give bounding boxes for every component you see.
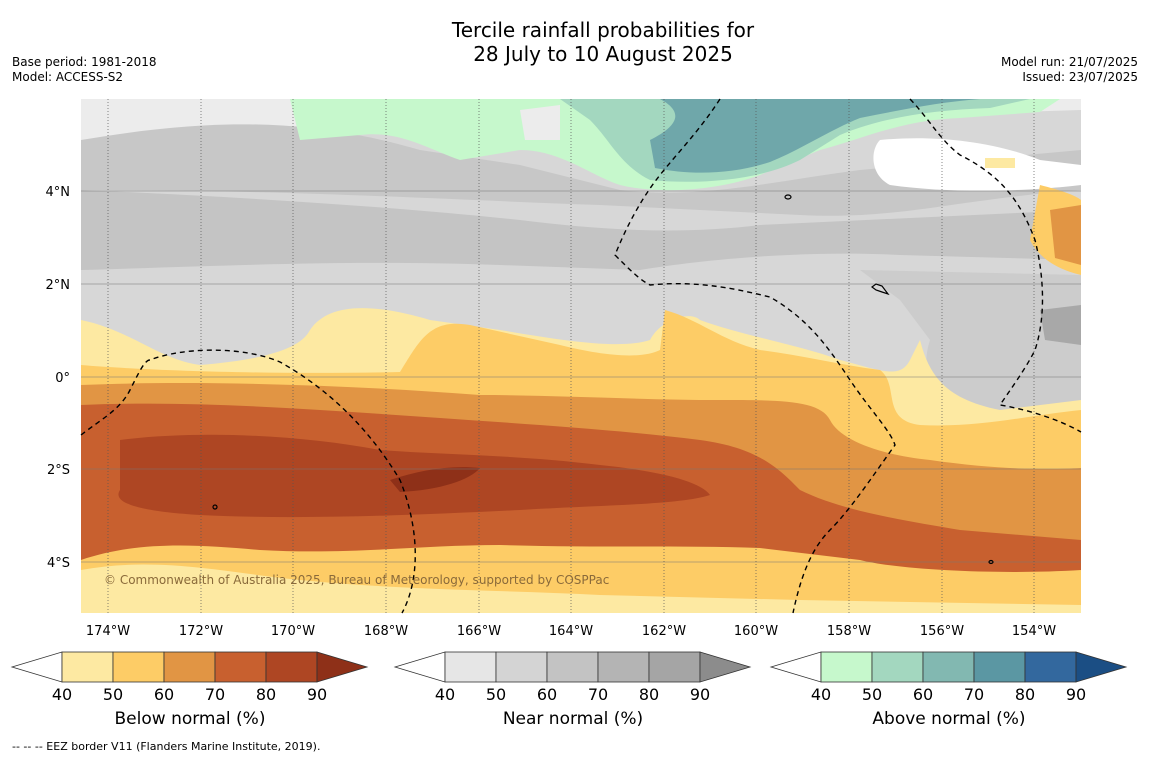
colorbar-segment xyxy=(648,651,701,683)
colorbar-high-extend xyxy=(316,651,369,683)
title-line-1: Tercile rainfall probabilities for xyxy=(451,18,755,42)
map-title: Tercile rainfall probabilities for 28 Ju… xyxy=(0,18,1150,66)
colorbar-segment xyxy=(265,651,318,683)
eez-border-east xyxy=(909,98,1082,433)
colorbar-tick: 40 xyxy=(52,685,72,704)
legends: 40 50 60 70 80 90 40 50 60 70 80 90 40 50 60 70 80 90 xyxy=(10,651,1128,704)
colorbar-tick: 80 xyxy=(256,685,276,704)
colorbar-tick: 60 xyxy=(913,685,933,704)
colorbar-tick: 40 xyxy=(811,685,831,704)
colorbar-tick: 70 xyxy=(588,685,608,704)
legend-label-below: Below normal (%) xyxy=(114,709,266,729)
near-normal-60-band xyxy=(81,124,1081,216)
colorbar-segment xyxy=(61,651,114,683)
colorbar-segment xyxy=(495,651,548,683)
above-normal-70 xyxy=(650,99,980,173)
lon-label: 166°W xyxy=(457,624,501,639)
lat-label: 0° xyxy=(55,371,70,386)
lon-label: 164°W xyxy=(549,624,593,639)
below-normal-90 xyxy=(390,467,480,492)
title-line-2: 28 July to 10 August 2025 xyxy=(473,42,733,66)
colorbar-segment xyxy=(597,651,650,683)
near-normal-east xyxy=(860,270,1081,420)
colorbar-segment xyxy=(820,651,873,683)
legend-label-above: Above normal (%) xyxy=(872,709,1026,729)
near-normal-island xyxy=(520,105,560,140)
lat-label: 2°S xyxy=(47,463,70,478)
lon-label: 156°W xyxy=(920,624,964,639)
colorbar-segment xyxy=(871,651,924,683)
graticule xyxy=(81,99,1081,613)
model-name: Model: ACCESS-S2 xyxy=(12,70,124,84)
colorbar: 40 50 60 70 80 90 xyxy=(769,651,1128,704)
island xyxy=(988,559,994,565)
below-normal-ne-patch xyxy=(985,158,1015,168)
colorbar: 40 50 60 70 80 90 xyxy=(10,651,369,704)
base-period: Base period: 1981-2018 xyxy=(12,55,157,69)
meta-left: Base period: 1981-2018 Model: ACCESS-S2 xyxy=(12,55,157,85)
colorbar-tick: 50 xyxy=(486,685,506,704)
lat-label: 2°N xyxy=(46,278,71,293)
colorbar-segment xyxy=(973,651,1026,683)
colorbar-high-extend xyxy=(1075,651,1128,683)
colorbar-tick: 70 xyxy=(205,685,225,704)
colorbar-segment xyxy=(444,651,497,683)
lat-label: 4°S xyxy=(47,556,70,571)
lon-label: 174°W xyxy=(86,624,130,639)
colorbar-tick: 80 xyxy=(1015,685,1035,704)
colorbar-low-extend xyxy=(393,651,446,683)
model-run: Model run: 21/07/2025 xyxy=(1000,55,1138,69)
lon-label: 170°W xyxy=(271,624,315,639)
colorbar-tick: 90 xyxy=(307,685,327,704)
near-normal-60-mid xyxy=(81,190,1081,270)
lon-label: 154°W xyxy=(1012,624,1056,639)
lat-labels: 4°N 2°N 0° 2°S 4°S xyxy=(46,185,71,571)
colorbar-tick: 90 xyxy=(1066,685,1086,704)
colorbar: 40 50 60 70 80 90 xyxy=(393,651,752,704)
colorbar-segment xyxy=(922,651,975,683)
colorbar-segment xyxy=(214,651,267,683)
meta-right: Model run: 21/07/2025 Issued: 23/07/2025 xyxy=(1001,55,1138,85)
colorbar-low-extend xyxy=(769,651,822,683)
colorbar-tick: 50 xyxy=(103,685,123,704)
below-normal-ne-60 xyxy=(1050,205,1081,265)
lon-label: 172°W xyxy=(179,624,223,639)
lon-label: 158°W xyxy=(827,624,871,639)
colorbar-low-extend xyxy=(10,651,63,683)
colorbar-tick: 70 xyxy=(964,685,984,704)
probability-map xyxy=(81,99,1081,613)
colorbar-tick: 90 xyxy=(690,685,710,704)
lat-label: 4°N xyxy=(46,185,71,200)
colorbar-segment xyxy=(163,651,216,683)
legend-label-near: Near normal (%) xyxy=(502,709,644,729)
below-normal-40-south xyxy=(81,564,1081,613)
colorbar-tick: 80 xyxy=(639,685,659,704)
lon-label: 162°W xyxy=(642,624,686,639)
colorbar-tick: 60 xyxy=(537,685,557,704)
colorbar-tick: 40 xyxy=(435,685,455,704)
eez-border-west xyxy=(80,349,416,614)
colorbar-segment xyxy=(1024,651,1077,683)
near-normal-80-patch xyxy=(1040,305,1081,345)
eez-border-central xyxy=(614,98,896,614)
colorbar-tick: 50 xyxy=(862,685,882,704)
footnote: -- -- -- EEZ border V11 (Flanders Marine… xyxy=(12,740,321,753)
copyright-notice: © Commonwealth of Australia 2025, Bureau… xyxy=(104,573,609,587)
colorbar-segment xyxy=(112,651,165,683)
island-kiritimati xyxy=(871,283,890,296)
colorbar-tick: 60 xyxy=(154,685,174,704)
colorbar-high-extend xyxy=(699,651,752,683)
island xyxy=(212,504,218,510)
colorbar-segment xyxy=(546,651,599,683)
lon-label: 168°W xyxy=(364,624,408,639)
eez-border xyxy=(80,98,1082,614)
island xyxy=(784,194,792,200)
lon-label: 160°W xyxy=(734,624,778,639)
issued-date: Issued: 23/07/2025 xyxy=(1022,70,1138,84)
islands xyxy=(212,194,994,565)
lon-labels: 174°W 172°W 170°W 168°W 166°W 164°W 162°W 160°W… xyxy=(86,624,1056,639)
